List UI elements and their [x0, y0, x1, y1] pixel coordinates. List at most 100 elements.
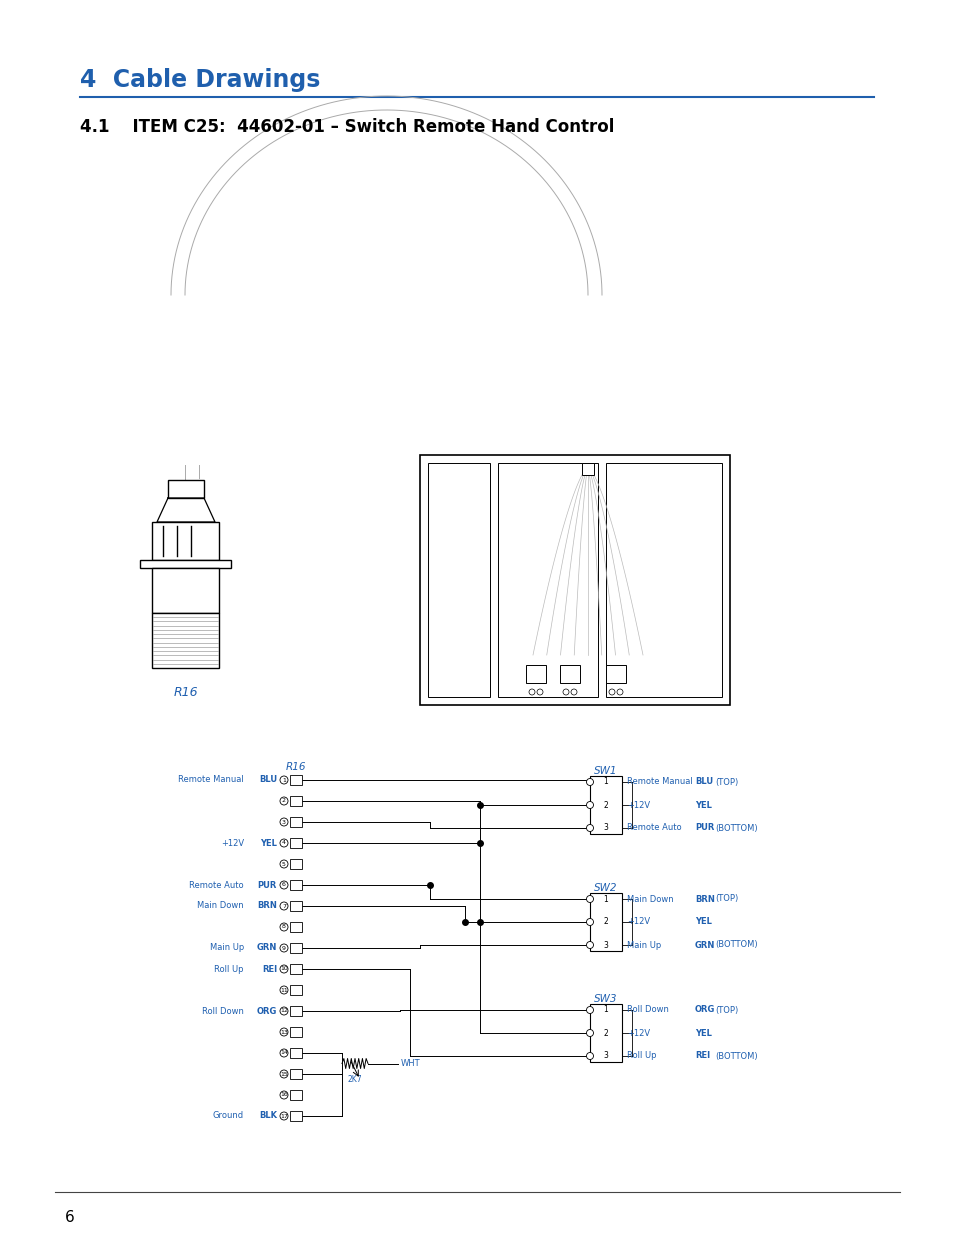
- Bar: [290, 986, 302, 995]
- Circle shape: [280, 881, 288, 889]
- Text: SW2: SW2: [594, 883, 618, 893]
- Text: 6: 6: [282, 883, 286, 888]
- Text: BLU: BLU: [695, 778, 713, 787]
- Text: 3: 3: [603, 824, 608, 832]
- Text: (TOP): (TOP): [714, 1005, 738, 1014]
- Text: 1: 1: [603, 894, 608, 904]
- Text: SW1: SW1: [594, 766, 618, 776]
- Text: 4  Cable Drawings: 4 Cable Drawings: [80, 68, 320, 91]
- Text: (BOTTOM): (BOTTOM): [714, 1051, 757, 1061]
- Text: WHT: WHT: [400, 1058, 420, 1068]
- Bar: [290, 1007, 302, 1016]
- Circle shape: [280, 944, 288, 952]
- Circle shape: [617, 689, 622, 695]
- Text: 3: 3: [603, 941, 608, 950]
- Circle shape: [586, 778, 593, 785]
- Polygon shape: [157, 498, 214, 522]
- Text: Remote Manual: Remote Manual: [178, 776, 244, 784]
- Text: 15: 15: [280, 1072, 288, 1077]
- Bar: [290, 965, 302, 974]
- Text: Main Down: Main Down: [197, 902, 244, 910]
- Text: (TOP): (TOP): [714, 894, 738, 904]
- Text: 8: 8: [282, 925, 286, 930]
- Text: (BOTTOM): (BOTTOM): [714, 824, 757, 832]
- Text: BLU: BLU: [258, 776, 276, 784]
- Text: 7: 7: [282, 904, 286, 909]
- Bar: [589, 776, 621, 834]
- Bar: [152, 613, 219, 668]
- Text: Main Up: Main Up: [626, 941, 660, 950]
- Text: Remote Manual: Remote Manual: [626, 778, 692, 787]
- Text: 2: 2: [603, 918, 608, 926]
- Circle shape: [586, 895, 593, 903]
- Text: +12V: +12V: [626, 1029, 649, 1037]
- Bar: [428, 463, 490, 697]
- Text: 2: 2: [282, 799, 286, 804]
- Bar: [290, 923, 302, 932]
- Circle shape: [586, 919, 593, 925]
- Circle shape: [280, 776, 288, 784]
- Text: (TOP): (TOP): [714, 778, 738, 787]
- Bar: [559, 664, 579, 683]
- Bar: [152, 568, 219, 613]
- Bar: [589, 893, 621, 951]
- Text: 14: 14: [280, 1051, 288, 1056]
- Text: 3: 3: [603, 1051, 608, 1061]
- Text: 2K7: 2K7: [347, 1076, 362, 1084]
- Text: Roll Up: Roll Up: [214, 965, 244, 973]
- Bar: [290, 1091, 302, 1100]
- Bar: [290, 860, 302, 869]
- Text: 4: 4: [282, 841, 286, 846]
- Text: 6: 6: [65, 1210, 74, 1225]
- Circle shape: [608, 689, 615, 695]
- Text: +12V: +12V: [626, 918, 649, 926]
- Text: R16: R16: [286, 762, 306, 772]
- Text: 5: 5: [282, 862, 286, 867]
- Circle shape: [529, 689, 535, 695]
- Circle shape: [280, 1091, 288, 1099]
- Text: 9: 9: [282, 946, 286, 951]
- Text: YEL: YEL: [695, 1029, 711, 1037]
- Circle shape: [280, 818, 288, 826]
- Bar: [290, 776, 302, 785]
- Bar: [290, 839, 302, 848]
- Text: 13: 13: [280, 1030, 288, 1035]
- Text: 12: 12: [280, 1009, 288, 1014]
- Bar: [290, 944, 302, 953]
- Text: Main Up: Main Up: [210, 944, 244, 952]
- Text: GRN: GRN: [695, 941, 715, 950]
- Circle shape: [280, 1112, 288, 1120]
- Bar: [605, 463, 721, 697]
- Circle shape: [571, 689, 577, 695]
- Circle shape: [280, 839, 288, 847]
- Circle shape: [280, 1070, 288, 1078]
- Text: GRN: GRN: [256, 944, 276, 952]
- Text: Main Down: Main Down: [626, 894, 673, 904]
- Bar: [497, 463, 598, 697]
- Circle shape: [562, 689, 568, 695]
- Bar: [290, 1028, 302, 1037]
- Bar: [589, 1004, 621, 1062]
- Text: 1: 1: [603, 778, 608, 787]
- Text: Roll Up: Roll Up: [626, 1051, 656, 1061]
- Circle shape: [280, 1028, 288, 1036]
- Text: Roll Down: Roll Down: [202, 1007, 244, 1015]
- Bar: [290, 881, 302, 890]
- Bar: [581, 463, 594, 475]
- Circle shape: [280, 1049, 288, 1057]
- Text: ORG: ORG: [256, 1007, 276, 1015]
- Text: 11: 11: [280, 988, 288, 993]
- Circle shape: [586, 1007, 593, 1014]
- Bar: [290, 1112, 302, 1121]
- Text: REI: REI: [262, 965, 276, 973]
- Circle shape: [586, 802, 593, 809]
- Text: ORG: ORG: [695, 1005, 715, 1014]
- Text: Roll Down: Roll Down: [626, 1005, 668, 1014]
- Bar: [419, 454, 729, 705]
- Text: YEL: YEL: [260, 839, 276, 847]
- Text: 17: 17: [280, 1114, 288, 1119]
- Text: 16: 16: [280, 1093, 288, 1098]
- Text: PUR: PUR: [257, 881, 276, 889]
- Text: (BOTTOM): (BOTTOM): [714, 941, 757, 950]
- Bar: [168, 480, 204, 498]
